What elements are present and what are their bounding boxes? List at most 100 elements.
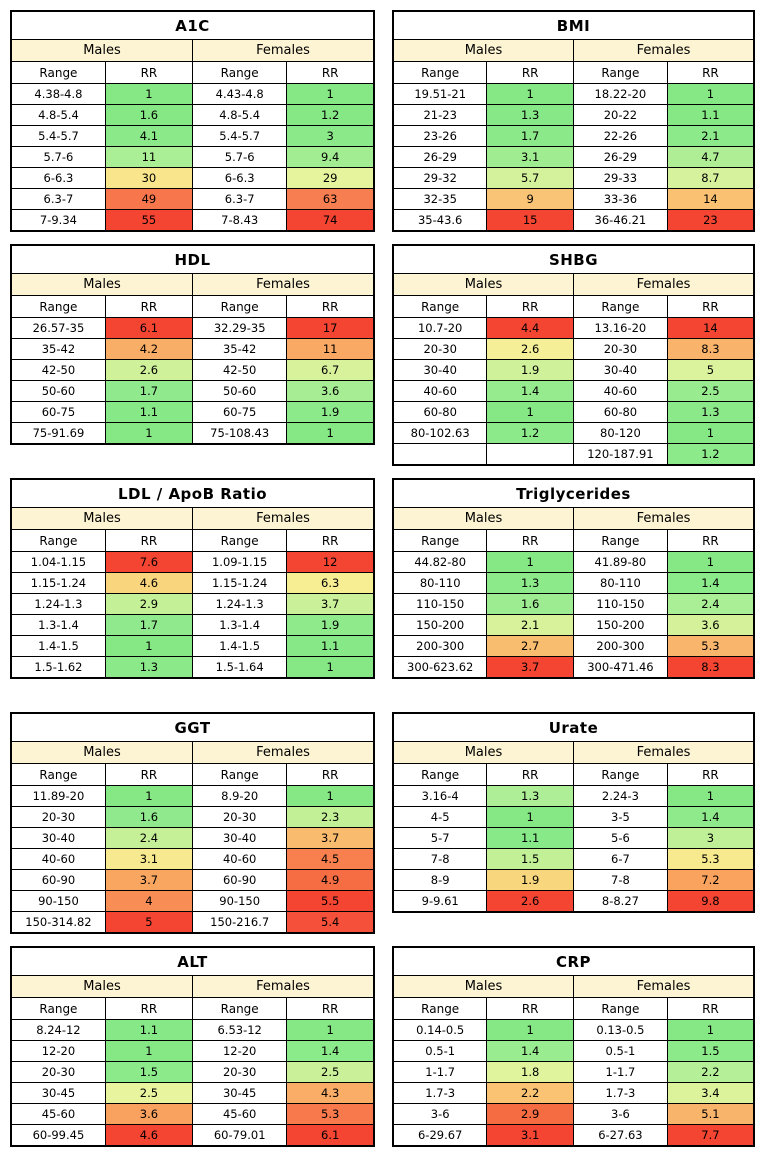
males-range-cell: 35-43.6 xyxy=(392,209,488,232)
females-rr-cell: 1.1 xyxy=(666,104,755,126)
females-rr-cell: 1.2 xyxy=(286,104,375,126)
females-header: Females xyxy=(572,39,755,62)
females-range-cell: 80-120 xyxy=(572,422,668,444)
males-rr-cell: 3.1 xyxy=(486,1124,574,1147)
males-rr-cell: 1.5 xyxy=(486,848,574,870)
table-row: 40-60 1.4 40-60 2.5 xyxy=(392,380,755,402)
females-range-cell: 1.09-1.15 xyxy=(191,551,288,573)
males-rr-cell: 6.1 xyxy=(104,317,193,339)
males-header: Males xyxy=(10,39,193,62)
table-crp: CRP Males Females Range RR Range RR 0.14-0.5 1 0.… xyxy=(392,946,755,1147)
biomarker-table: Urate Males Females Range RR Range RR 3.16-4 1.3… xyxy=(392,712,755,913)
females-range-cell: 8-8.27 xyxy=(572,890,668,913)
table-row: 19.51-21 1 18.22-20 1 xyxy=(392,83,755,105)
males-rr-cell: 1.1 xyxy=(486,827,574,849)
females-range-cell: 26-29 xyxy=(572,146,668,168)
gender-header-row: Males Females xyxy=(392,39,755,62)
females-rr-cell: 5.5 xyxy=(286,890,375,912)
males-range-cell: 40-60 xyxy=(10,848,106,870)
biomarker-table: GGT Males Females Range RR Range RR 11.89-20 1 8.… xyxy=(10,712,375,934)
rr-header: RR xyxy=(104,295,193,318)
table-title: ALT xyxy=(10,946,375,976)
females-range-cell: 6-6.3 xyxy=(191,167,288,189)
females-rr-cell: 1.4 xyxy=(666,806,755,828)
gender-header-row: Males Females xyxy=(10,39,375,62)
females-range-cell: 29-33 xyxy=(572,167,668,189)
table-title: A1C xyxy=(10,10,375,40)
table-row: 1.4-1.5 1 1.4-1.5 1.1 xyxy=(10,635,375,657)
females-rr-cell: 6.1 xyxy=(286,1124,375,1147)
females-rr-cell: 9.8 xyxy=(666,890,755,913)
females-range-cell: 60-90 xyxy=(191,869,288,891)
males-rr-cell: 15 xyxy=(486,209,574,232)
females-range-cell: 75-108.43 xyxy=(191,422,288,445)
table-row: 9-9.61 2.6 8-8.27 9.8 xyxy=(392,890,755,913)
females-header: Females xyxy=(572,741,755,764)
females-range-cell: 35-42 xyxy=(191,338,288,360)
table-row: 42-50 2.6 42-50 6.7 xyxy=(10,359,375,381)
rr-header: RR xyxy=(104,997,193,1020)
males-rr-cell: 2.6 xyxy=(486,338,574,360)
table-row: 7-9.34 55 7-8.43 74 xyxy=(10,209,375,232)
column-header-row: Range RR Range RR xyxy=(10,529,375,552)
females-rr-cell: 29 xyxy=(286,167,375,189)
males-rr-cell: 1 xyxy=(486,83,574,105)
table-row: 5.7-6 11 5.7-6 9.4 xyxy=(10,146,375,168)
table-row: 150-314.82 5 150-216.7 5.4 xyxy=(10,911,375,934)
table-title: GGT xyxy=(10,712,375,742)
males-range-cell: 32-35 xyxy=(392,188,488,210)
males-header: Males xyxy=(10,975,193,998)
range-header: Range xyxy=(10,529,106,552)
males-range-cell: 1.3-1.4 xyxy=(10,614,106,636)
males-rr-cell: 1.9 xyxy=(486,869,574,891)
males-header: Males xyxy=(392,273,574,296)
females-rr-cell: 12 xyxy=(286,551,375,573)
males-range-cell: 8.24-12 xyxy=(10,1019,106,1041)
males-range-cell: 50-60 xyxy=(10,380,106,402)
females-rr-cell: 1 xyxy=(286,422,375,445)
rr-header: RR xyxy=(104,61,193,84)
biomarker-table: CRP Males Females Range RR Range RR 0.14-0.5 1 0.… xyxy=(392,946,755,1147)
rr-header: RR xyxy=(286,61,375,84)
table-title-row: Urate xyxy=(392,712,755,742)
males-rr-cell: 1.7 xyxy=(104,380,193,402)
males-rr-cell: 1.9 xyxy=(486,359,574,381)
females-header: Females xyxy=(191,39,375,62)
females-range-cell: 36-46.21 xyxy=(572,209,668,232)
rr-header: RR xyxy=(666,61,755,84)
table-row: 20-30 1.5 20-30 2.5 xyxy=(10,1061,375,1083)
males-rr-cell: 1.1 xyxy=(104,1019,193,1041)
males-range-cell: 4-5 xyxy=(392,806,488,828)
table-triglycerides: Triglycerides Males Females Range RR Range RR 4… xyxy=(392,478,755,679)
females-range-cell: 7-8 xyxy=(572,869,668,891)
males-range-cell: 1-1.7 xyxy=(392,1061,488,1083)
table-row: 150-200 2.1 150-200 3.6 xyxy=(392,614,755,636)
females-range-cell: 7-8.43 xyxy=(191,209,288,232)
range-header: Range xyxy=(572,997,668,1020)
females-rr-cell: 2.5 xyxy=(666,380,755,402)
range-header: Range xyxy=(392,997,488,1020)
males-range-cell: 6-6.3 xyxy=(10,167,106,189)
males-range-cell: 0.14-0.5 xyxy=(392,1019,488,1041)
females-rr-cell: 8.3 xyxy=(666,656,755,679)
males-range-cell: 11.89-20 xyxy=(10,785,106,807)
rr-header: RR xyxy=(286,997,375,1020)
females-rr-cell: 3 xyxy=(286,125,375,147)
table-row: 1.3-1.4 1.7 1.3-1.4 1.9 xyxy=(10,614,375,636)
males-range-cell: 42-50 xyxy=(10,359,106,381)
table-row: 80-110 1.3 80-110 1.4 xyxy=(392,572,755,594)
table-row: 200-300 2.7 200-300 5.3 xyxy=(392,635,755,657)
females-range-cell: 1.15-1.24 xyxy=(191,572,288,594)
females-rr-cell: 7.7 xyxy=(666,1124,755,1147)
males-range-cell: 7-9.34 xyxy=(10,209,106,232)
males-rr-cell: 5 xyxy=(104,911,193,934)
males-range-cell: 7-8 xyxy=(392,848,488,870)
rr-header: RR xyxy=(486,295,574,318)
table-row: 8.24-12 1.1 6.53-12 1 xyxy=(10,1019,375,1041)
females-rr-cell: 4.7 xyxy=(666,146,755,168)
females-rr-cell: 4.5 xyxy=(286,848,375,870)
males-range-cell: 20-30 xyxy=(10,1061,106,1083)
females-range-cell: 18.22-20 xyxy=(572,83,668,105)
table-row: 110-150 1.6 110-150 2.4 xyxy=(392,593,755,615)
column-header-row: Range RR Range RR xyxy=(10,295,375,318)
